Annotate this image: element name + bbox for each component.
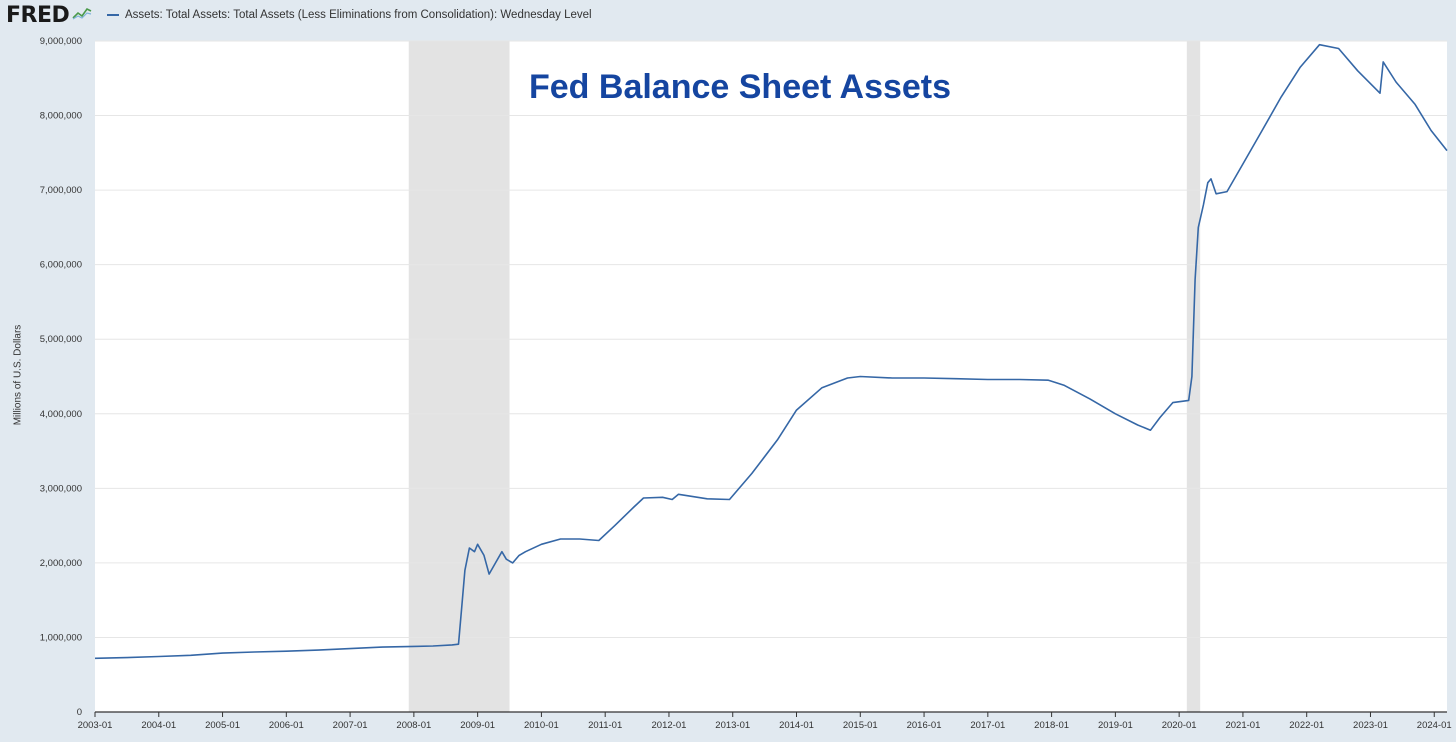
- y-tick-label: 7,000,000: [40, 185, 82, 196]
- y-tick-label: 4,000,000: [40, 409, 82, 420]
- chart-annotation: Fed Balance Sheet Assets: [529, 68, 951, 106]
- x-tick-label: 2024-01: [1417, 720, 1452, 731]
- y-tick-label: 3,000,000: [40, 483, 82, 494]
- plot-background: [95, 41, 1447, 712]
- x-tick-label: 2009-01: [460, 720, 495, 731]
- x-tick-label: 2022-01: [1289, 720, 1324, 731]
- x-tick-label: 2014-01: [779, 720, 814, 731]
- recession-band: [1186, 41, 1201, 712]
- legend-label: Assets: Total Assets: Total Assets (Less…: [125, 9, 592, 21]
- header: FRED Assets: Total Assets: Total Assets …: [0, 0, 1456, 34]
- x-tick-label: 2017-01: [970, 720, 1005, 731]
- x-tick-label: 2023-01: [1353, 720, 1388, 731]
- x-tick-label: 2004-01: [141, 720, 176, 731]
- x-tick-label: 2006-01: [269, 720, 304, 731]
- line-graph-icon: [72, 6, 92, 25]
- series-legend[interactable]: Assets: Total Assets: Total Assets (Less…: [107, 9, 592, 21]
- x-tick-label: 2011-01: [588, 720, 622, 731]
- series-line: [94, 43, 1448, 660]
- x-tick-label: 2005-01: [205, 720, 240, 731]
- x-tick-label: 2012-01: [652, 720, 687, 731]
- logo-text: FRED: [6, 3, 70, 28]
- y-tick-label: 6,000,000: [40, 260, 82, 271]
- y-tick-label: 5,000,000: [40, 334, 82, 345]
- x-tick-label: 2013-01: [715, 720, 750, 731]
- x-tick-label: 2018-01: [1034, 720, 1069, 731]
- x-tick-label: 2010-01: [524, 720, 559, 731]
- y-tick-label: 8,000,000: [40, 111, 82, 122]
- x-tick-label: 2008-01: [396, 720, 431, 731]
- recession-band: [408, 41, 510, 712]
- fred-logo[interactable]: FRED: [6, 3, 92, 28]
- legend-swatch: [107, 14, 119, 16]
- y-tick-label: 1,000,000: [40, 632, 82, 643]
- x-tick-label: 2003-01: [78, 720, 113, 731]
- x-tick-label: 2015-01: [843, 720, 878, 731]
- y-tick-label: 9,000,000: [40, 36, 82, 47]
- x-tick-label: 2020-01: [1162, 720, 1197, 731]
- y-tick-label: 0: [77, 707, 82, 718]
- x-tick-label: 2019-01: [1098, 720, 1133, 731]
- x-tick-label: 2016-01: [907, 720, 942, 731]
- x-tick-label: 2007-01: [333, 720, 368, 731]
- y-tick-label: 2,000,000: [40, 558, 82, 569]
- x-tick-label: 2021-01: [1225, 720, 1260, 731]
